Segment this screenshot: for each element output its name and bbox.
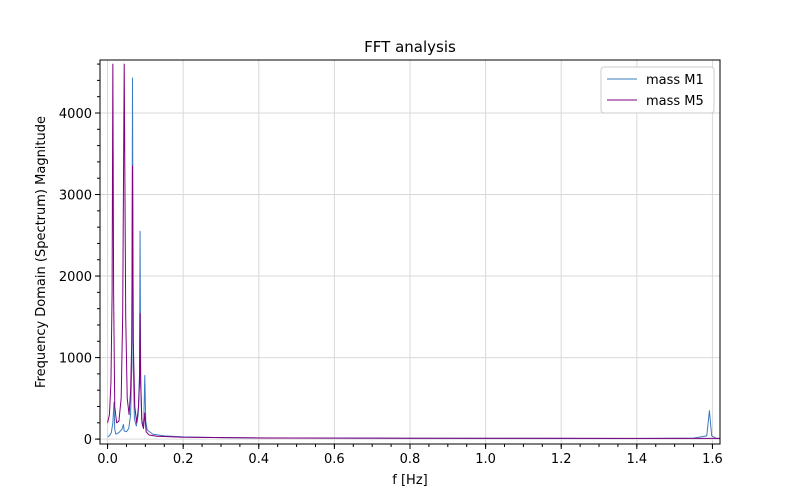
axis-ticks: 0.0 0.2 0.4 0.6 0.8 1.0 1.2 1.4 1.6 0 1000 2000 3000…	[59, 63, 723, 467]
series-lines	[107, 63, 721, 439]
y-tick-label: 2000	[59, 270, 92, 285]
y-tick-label: 4000	[59, 107, 92, 122]
series-line-m5	[107, 63, 720, 439]
x-tick-label: 1.6	[702, 452, 723, 467]
series-line-m1	[107, 77, 721, 439]
x-axis-label: f [Hz]	[392, 473, 427, 488]
legend-label-m1: mass M1	[646, 73, 704, 88]
y-axis-label: Frequency Domain (Spectrum) Magnitude	[34, 116, 49, 388]
x-tick-label: 0.2	[173, 452, 194, 467]
x-tick-label: 0.8	[400, 452, 421, 467]
chart-title: FFT analysis	[364, 38, 456, 56]
x-tick-label: 0.4	[248, 452, 269, 467]
x-tick-label: 1.4	[626, 452, 647, 467]
x-tick-label: 1.0	[475, 452, 496, 467]
y-tick-label: 0	[84, 433, 92, 448]
legend: mass M1 mass M5	[600, 66, 715, 114]
x-tick-label: 0.0	[97, 452, 118, 467]
grid-lines	[100, 60, 720, 444]
y-tick-label: 3000	[59, 189, 92, 204]
x-tick-label: 0.6	[324, 452, 345, 467]
y-tick-label: 1000	[59, 352, 92, 367]
x-tick-label: 1.2	[551, 452, 572, 467]
legend-label-m5: mass M5	[646, 94, 704, 109]
